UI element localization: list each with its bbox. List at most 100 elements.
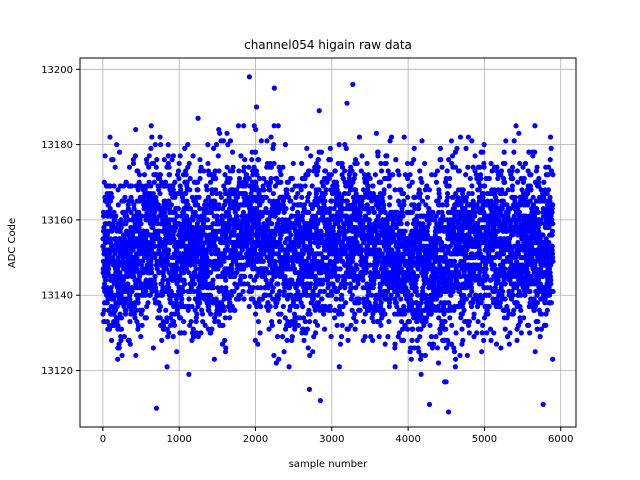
data-point xyxy=(210,277,216,283)
data-point xyxy=(334,322,340,328)
data-point xyxy=(109,194,115,200)
data-point xyxy=(408,356,414,362)
data-point xyxy=(188,318,194,325)
data-point xyxy=(356,296,362,302)
data-point xyxy=(143,315,150,321)
data-point xyxy=(328,334,334,340)
data-point xyxy=(217,130,223,136)
data-point xyxy=(280,164,286,170)
data-point xyxy=(309,183,315,189)
data-point xyxy=(139,307,145,313)
data-point xyxy=(278,172,284,178)
data-point xyxy=(241,296,247,302)
data-point xyxy=(319,296,325,302)
data-point xyxy=(469,288,475,295)
data-point xyxy=(299,160,305,167)
data-point xyxy=(294,303,300,310)
data-point xyxy=(129,288,135,295)
data-point xyxy=(170,153,176,159)
data-point xyxy=(472,153,478,159)
data-point xyxy=(280,334,286,340)
data-point xyxy=(205,142,211,148)
data-point xyxy=(220,138,227,144)
data-point xyxy=(166,164,172,170)
data-point xyxy=(136,209,142,215)
data-point xyxy=(466,330,472,336)
data-point xyxy=(359,153,365,159)
data-point xyxy=(417,334,423,340)
data-point xyxy=(186,296,192,302)
data-point xyxy=(480,322,486,328)
data-point xyxy=(354,266,360,272)
data-point xyxy=(454,145,460,151)
data-point xyxy=(246,164,252,170)
data-point xyxy=(312,307,318,313)
data-point xyxy=(302,183,308,189)
data-point xyxy=(253,104,260,110)
data-point xyxy=(190,153,196,159)
data-point xyxy=(222,337,228,343)
data-point xyxy=(306,318,313,325)
data-point xyxy=(387,194,393,200)
data-point xyxy=(269,322,275,328)
data-point xyxy=(418,371,424,377)
data-point xyxy=(417,168,423,174)
data-point xyxy=(461,307,467,313)
data-point xyxy=(257,330,263,336)
data-point xyxy=(153,405,160,411)
data-point xyxy=(329,292,335,298)
data-point xyxy=(154,157,160,163)
data-point xyxy=(295,322,301,328)
data-point xyxy=(343,281,349,287)
data-point xyxy=(315,164,321,170)
data-point xyxy=(121,183,127,189)
data-point xyxy=(448,138,455,144)
data-point xyxy=(246,303,252,310)
data-point xyxy=(306,209,312,215)
data-point xyxy=(127,292,133,298)
data-point xyxy=(467,175,473,182)
data-point xyxy=(135,322,142,328)
data-point xyxy=(174,349,180,355)
data-point xyxy=(434,168,441,174)
data-point xyxy=(175,206,181,212)
data-point xyxy=(409,337,415,343)
data-point xyxy=(132,153,138,159)
data-point xyxy=(411,145,417,151)
data-point xyxy=(227,138,234,144)
data-point xyxy=(181,330,188,336)
data-point xyxy=(230,164,236,170)
chart-title: channel054 higain raw data xyxy=(244,38,412,52)
data-point xyxy=(258,303,264,310)
data-point xyxy=(327,157,334,163)
data-point xyxy=(218,194,224,200)
data-point xyxy=(131,202,137,208)
data-point xyxy=(138,221,144,227)
data-point xyxy=(176,160,182,167)
data-point xyxy=(321,326,328,332)
data-point xyxy=(204,217,211,223)
data-point xyxy=(264,138,270,144)
data-point xyxy=(224,130,230,136)
data-point xyxy=(339,311,345,317)
data-point xyxy=(123,307,129,313)
data-point xyxy=(437,330,443,336)
data-point xyxy=(282,142,289,148)
data-point xyxy=(242,157,248,163)
data-point xyxy=(141,172,148,178)
data-point xyxy=(304,326,311,332)
data-point xyxy=(194,311,200,317)
data-point xyxy=(449,322,455,328)
data-point xyxy=(185,142,191,148)
data-point xyxy=(150,345,156,351)
data-point xyxy=(230,149,236,155)
data-point xyxy=(343,300,349,306)
data-point xyxy=(401,202,407,208)
data-point xyxy=(210,285,216,291)
data-point xyxy=(381,187,387,193)
data-point xyxy=(327,145,333,151)
data-point xyxy=(115,202,121,208)
data-point xyxy=(407,172,413,178)
data-point xyxy=(102,153,108,159)
data-point xyxy=(153,164,159,170)
